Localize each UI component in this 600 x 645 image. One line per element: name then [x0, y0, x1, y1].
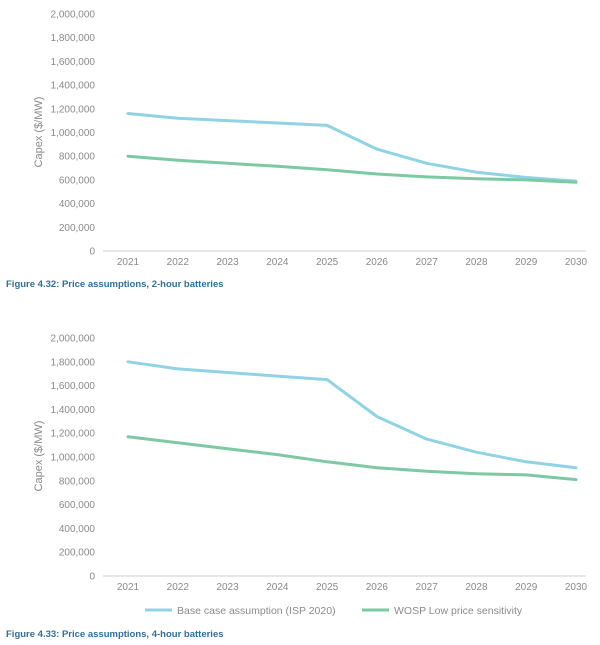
- y-tick-label: 600,000: [59, 175, 96, 186]
- x-tick-label: 2021: [117, 257, 140, 268]
- legend: Base case assumption (ISP 2020) WOSP Low…: [145, 605, 523, 617]
- series-line-wosp-low: [126, 435, 578, 482]
- y-tick-label: 0: [89, 572, 95, 583]
- legend-label-wosp-low: WOSP Low price sensitivity: [394, 605, 523, 617]
- x-tick-label: 2030: [565, 582, 588, 593]
- x-tick-label: 2023: [216, 582, 239, 593]
- y-tick-label: 400,000: [59, 199, 96, 210]
- y-tick-label: 2,000,000: [51, 334, 96, 345]
- y-tick-label: 200,000: [59, 548, 96, 559]
- x-tick-label: 2028: [465, 582, 488, 593]
- y-tick-label: 1,000,000: [51, 453, 96, 464]
- y-tick-label: 800,000: [59, 476, 96, 487]
- x-tick-label: 2027: [416, 257, 439, 268]
- y-axis-label: Capex ($/MW): [33, 421, 45, 492]
- y-tick-label: 800,000: [59, 152, 96, 163]
- y-tick-label: 1,800,000: [51, 357, 96, 368]
- y-tick-label: 1,000,000: [51, 128, 96, 139]
- x-tick-label: 2025: [316, 582, 339, 593]
- y-tick-label: 600,000: [59, 500, 96, 511]
- x-tick-label: 2021: [117, 582, 140, 593]
- x-tick-label: 2022: [167, 257, 190, 268]
- y-tick-label: 0: [89, 247, 95, 258]
- y-tick-label: 2,000,000: [51, 10, 96, 21]
- y-tick-label: 1,400,000: [51, 405, 96, 416]
- x-tick-label: 2024: [266, 582, 289, 593]
- y-tick-label: 400,000: [59, 524, 96, 535]
- y-axis-ticks: 0 200,000 400,000 600,000 800,000 1,000,000 1,…: [51, 334, 96, 583]
- x-axis-ticks: 2021 2022 2023 2024 2025 2026 2027 2028 2029 2030: [117, 582, 588, 593]
- y-tick-label: 1,800,000: [51, 33, 96, 44]
- x-tick-label: 2024: [266, 257, 289, 268]
- y-tick-label: 1,200,000: [51, 104, 96, 115]
- series-lines: [126, 112, 578, 184]
- x-tick-label: 2025: [316, 257, 339, 268]
- y-axis-label: Capex ($/MW): [33, 97, 45, 168]
- y-axis-ticks: 0 200,000 400,000 600,000 800,000 1,000,000 1,…: [51, 10, 96, 258]
- figure-caption: Figure 4.33: Price assumptions, 4-hour b…: [6, 629, 224, 640]
- x-tick-label: 2022: [167, 582, 190, 593]
- y-tick-label: 1,200,000: [51, 429, 96, 440]
- series-line-wosp-low: [126, 154, 578, 184]
- chart-2-hour-batteries: Capex ($/MW) 0 200,000 400,000 600,000 800,0…: [6, 10, 588, 291]
- x-tick-label: 2023: [216, 257, 239, 268]
- y-tick-label: 1,600,000: [51, 381, 96, 392]
- chart-4-hour-batteries: Capex ($/MW) 0 200,000 400,000 600,000 800,0…: [6, 334, 588, 641]
- y-tick-label: 1,600,000: [51, 57, 96, 68]
- figure-caption: Figure 4.32: Price assumptions, 2-hour b…: [6, 279, 224, 290]
- series-lines: [126, 360, 578, 482]
- x-tick-label: 2026: [366, 257, 389, 268]
- x-tick-label: 2026: [366, 582, 389, 593]
- series-line-base-case: [126, 112, 578, 183]
- legend-label-base-case: Base case assumption (ISP 2020): [177, 605, 336, 617]
- y-tick-label: 200,000: [59, 223, 96, 234]
- x-tick-label: 2028: [465, 257, 488, 268]
- y-tick-label: 1,400,000: [51, 81, 96, 92]
- series-line-base-case: [126, 360, 578, 470]
- x-tick-label: 2027: [416, 582, 439, 593]
- x-tick-label: 2029: [515, 582, 538, 593]
- x-tick-label: 2029: [515, 257, 538, 268]
- x-axis-ticks: 2021 2022 2023 2024 2025 2026 2027 2028 2029 2030: [117, 257, 588, 268]
- x-tick-label: 2030: [565, 257, 588, 268]
